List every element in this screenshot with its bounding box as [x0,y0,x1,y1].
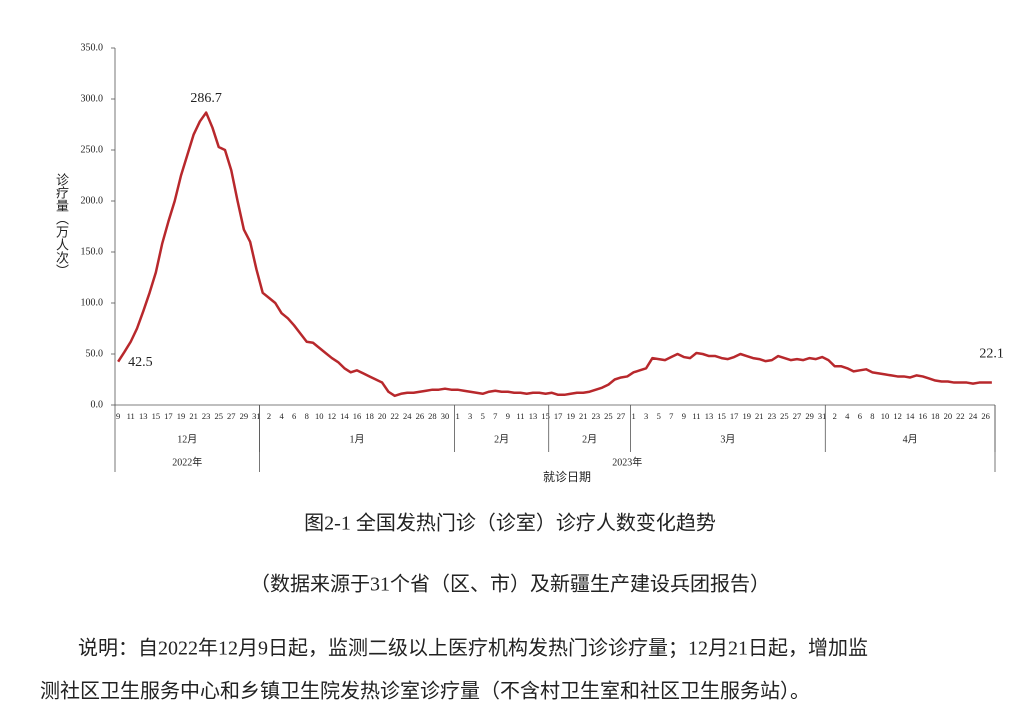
x-tick-label: 28 [428,411,437,421]
source: （数据来源于31个省（区、市）及新疆生产建设兵团报告） [250,573,770,596]
x-tick-label: 11 [692,411,700,421]
x-tick-label: 31 [818,411,827,421]
x-tick-label: 19 [566,411,575,421]
x-tick-label: 26 [981,411,990,421]
month-label: 2月 [582,433,597,445]
x-tick-label: 4 [279,411,284,421]
x-tick-label: 14 [906,411,915,421]
x-tick-label: 8 [305,411,309,421]
x-tick-label: 27 [227,411,236,421]
x-tick-label: 17 [554,411,563,421]
x-tick-label: 13 [705,411,714,421]
month-label: 1月 [350,433,365,445]
x-tick-label: 11 [516,411,524,421]
x-tick-label: 22 [956,411,965,421]
x-tick-label: 2 [833,411,837,421]
month-label: 4月 [903,433,918,445]
y-axis-label: 诊疗量（万人次） [54,173,69,277]
note-line: 测社区卫生服务中心和乡镇卫生院发热诊室诊疗量（不含村卫生室和社区卫生服务站）。 [40,680,810,703]
x-tick-label: 24 [969,411,978,421]
x-tick-label: 18 [365,411,374,421]
y-tick-label: 350.0 [81,42,104,53]
x-tick-label: 27 [617,411,626,421]
x-tick-label: 17 [730,411,739,421]
month-label: 2月 [494,433,509,445]
x-tick-label: 26 [416,411,425,421]
x-tick-label: 10 [315,411,324,421]
data-label: 22.1 [979,347,1004,362]
year-label: 2022年 [172,455,202,468]
x-tick-label: 3 [468,411,472,421]
x-tick-label: 3 [644,411,648,421]
x-tick-label: 17 [164,411,173,421]
x-tick-label: 22 [390,411,399,421]
x-tick-label: 24 [403,411,412,421]
month-label: 3月 [720,433,735,445]
caption: 图2-1 全国发热门诊（诊室）诊疗人数变化趋势 [304,512,716,535]
x-tick-label: 23 [202,411,211,421]
x-tick-label: 16 [353,411,362,421]
x-tick-label: 19 [177,411,186,421]
x-axis-label: 就诊日期 [543,470,591,484]
x-tick-label: 12 [893,411,902,421]
month-label: 12月 [177,433,197,445]
x-tick-label: 13 [529,411,538,421]
x-tick-label: 15 [717,411,726,421]
x-tick-label: 15 [152,411,161,421]
note-line: 说明：自2022年12月9日起，监测二级以上医疗机构发热门诊诊疗量；12月21日… [78,637,868,660]
x-tick-label: 6 [292,411,296,421]
x-tick-label: 27 [793,411,802,421]
x-tick-label: 12 [328,411,337,421]
x-tick-label: 30 [441,411,450,421]
y-tick-label: 150.0 [81,246,104,257]
x-tick-label: 1 [631,411,635,421]
data-label: 286.7 [190,91,222,106]
x-tick-label: 29 [240,411,249,421]
y-tick-label: 100.0 [81,297,104,308]
x-tick-label: 7 [493,411,497,421]
x-tick-label: 4 [845,411,850,421]
x-tick-label: 16 [918,411,927,421]
y-tick-label: 300.0 [81,93,104,104]
x-tick-label: 19 [742,411,751,421]
x-tick-label: 10 [881,411,890,421]
x-tick-label: 23 [768,411,777,421]
x-tick-label: 31 [252,411,261,421]
x-tick-label: 14 [340,411,349,421]
x-tick-label: 9 [682,411,686,421]
x-tick-label: 5 [657,411,661,421]
data-label: 42.5 [128,355,153,370]
x-tick-label: 7 [669,411,673,421]
x-tick-label: 8 [870,411,874,421]
x-tick-label: 18 [931,411,940,421]
x-tick-label: 11 [127,411,135,421]
x-tick-label: 9 [506,411,510,421]
y-tick-label: 50.0 [86,348,104,359]
x-tick-label: 6 [858,411,862,421]
year-label: 2023年 [612,455,642,468]
x-tick-label: 20 [378,411,387,421]
y-tick-label: 200.0 [81,195,104,206]
y-tick-label: 0.0 [91,399,104,410]
x-tick-label: 2 [267,411,271,421]
x-tick-label: 15 [541,411,550,421]
x-tick-label: 21 [579,411,588,421]
x-tick-label: 25 [214,411,223,421]
data-line [117,111,992,398]
x-tick-label: 25 [604,411,613,421]
x-tick-label: 23 [592,411,601,421]
x-tick-label: 9 [116,411,120,421]
y-tick-label: 250.0 [81,144,104,155]
x-tick-label: 25 [780,411,789,421]
x-tick-label: 21 [755,411,764,421]
x-tick-label: 29 [805,411,814,421]
x-tick-label: 20 [944,411,953,421]
x-tick-label: 5 [481,411,485,421]
x-tick-label: 1 [455,411,459,421]
x-tick-label: 21 [189,411,198,421]
x-tick-label: 13 [139,411,148,421]
